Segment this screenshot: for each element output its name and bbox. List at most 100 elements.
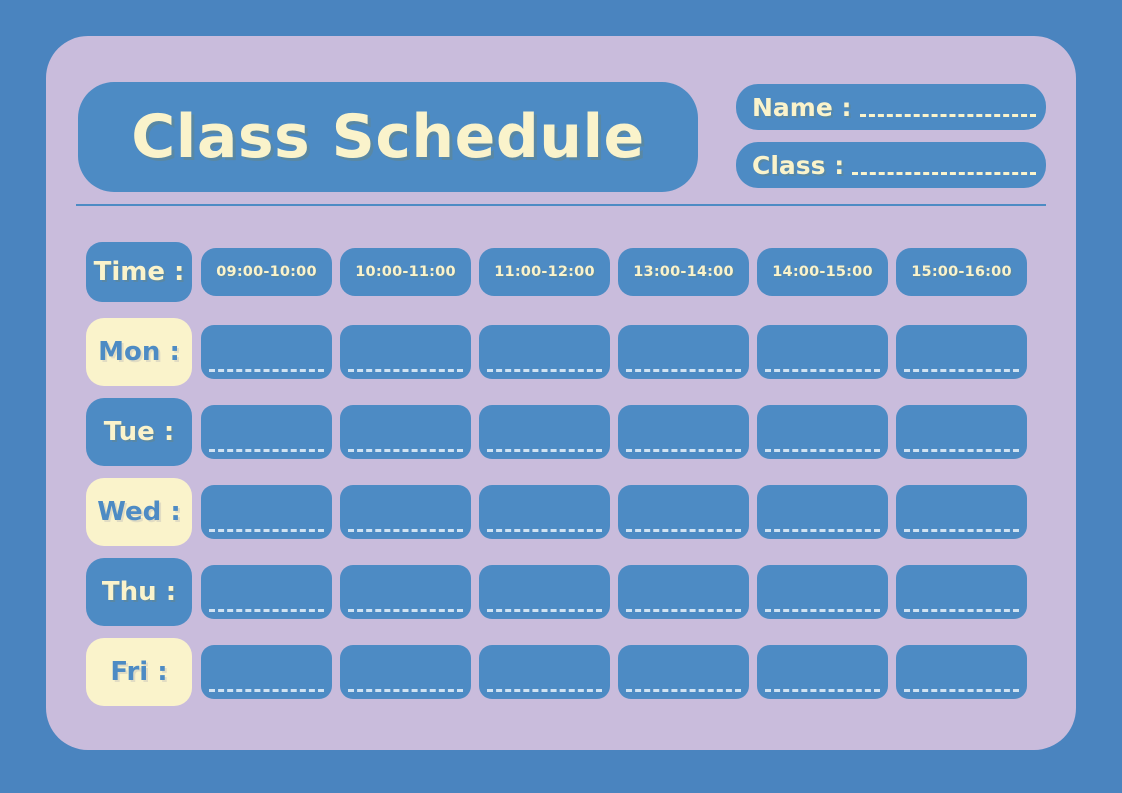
time-slot-label: 14:00-15:00 [772, 264, 873, 280]
time-slot-label: 15:00-16:00 [911, 264, 1012, 280]
schedule-entry-cell[interactable] [618, 565, 749, 619]
header: Class Schedule Name : Class : [46, 36, 1076, 206]
name-field-label: Name : [752, 92, 852, 122]
time-slot-cell: 14:00-15:00 [757, 248, 888, 296]
entry-write-line [348, 449, 463, 452]
entry-write-line [209, 689, 324, 692]
time-header-row: Time : 09:00-10:00 10:00-11:00 11:00-12:00 1… [86, 232, 1036, 312]
schedule-entry-cell[interactable] [896, 645, 1027, 699]
schedule-entry-cell[interactable] [618, 325, 749, 379]
table-row: Fri : [86, 632, 1036, 712]
day-label: Wed : [97, 497, 181, 527]
page-title: Class Schedule [78, 82, 698, 192]
entry-write-line [487, 529, 602, 532]
schedule-entry-cell[interactable] [340, 565, 471, 619]
schedule-card: Class Schedule Name : Class : Time : 09:0… [46, 36, 1076, 750]
entry-write-line [348, 609, 463, 612]
entry-write-line [765, 609, 880, 612]
day-label-cell: Fri : [86, 638, 192, 706]
entry-write-line [626, 609, 741, 612]
class-field-input-line[interactable] [852, 171, 1036, 175]
schedule-entry-cell[interactable] [757, 565, 888, 619]
schedule-entry-cell[interactable] [340, 405, 471, 459]
entry-write-line [209, 449, 324, 452]
schedule-entry-cell[interactable] [896, 325, 1027, 379]
day-label-cell: Thu : [86, 558, 192, 626]
entry-write-line [487, 449, 602, 452]
schedule-entry-cell[interactable] [757, 645, 888, 699]
day-label: Fri : [110, 657, 168, 687]
entry-write-line [904, 609, 1019, 612]
schedule-entry-cell[interactable] [201, 565, 332, 619]
day-label: Tue : [103, 417, 175, 447]
schedule-entry-cell[interactable] [201, 485, 332, 539]
time-slot-label: 09:00-10:00 [216, 264, 317, 280]
time-slot-cell: 13:00-14:00 [618, 248, 749, 296]
entry-write-line [209, 529, 324, 532]
time-slot-label: 10:00-11:00 [355, 264, 456, 280]
entry-write-line [209, 609, 324, 612]
table-row: Mon : [86, 312, 1036, 392]
time-slot-label: 11:00-12:00 [494, 264, 595, 280]
schedule-entry-cell[interactable] [896, 405, 1027, 459]
header-divider [76, 204, 1046, 206]
name-field[interactable]: Name : [736, 84, 1046, 130]
entry-write-line [626, 369, 741, 372]
entry-write-line [904, 529, 1019, 532]
schedule-entry-cell[interactable] [340, 645, 471, 699]
time-slot-cell: 09:00-10:00 [201, 248, 332, 296]
schedule-entry-cell[interactable] [479, 485, 610, 539]
page-title-text: Class Schedule [131, 102, 645, 172]
day-label: Thu : [101, 577, 177, 607]
entry-write-line [904, 689, 1019, 692]
schedule-entry-cell[interactable] [757, 405, 888, 459]
time-slot-cell: 11:00-12:00 [479, 248, 610, 296]
entry-write-line [765, 369, 880, 372]
day-label-cell: Wed : [86, 478, 192, 546]
entry-write-line [904, 369, 1019, 372]
schedule-entry-cell[interactable] [618, 405, 749, 459]
schedule-entry-cell[interactable] [479, 325, 610, 379]
time-header-label: Time : [93, 257, 185, 287]
entry-write-line [626, 529, 741, 532]
schedule-entry-cell[interactable] [340, 325, 471, 379]
time-slot-label: 13:00-14:00 [633, 264, 734, 280]
schedule-entry-cell[interactable] [618, 485, 749, 539]
schedule-entry-cell[interactable] [201, 405, 332, 459]
class-field[interactable]: Class : [736, 142, 1046, 188]
schedule-grid: Time : 09:00-10:00 10:00-11:00 11:00-12:00 1… [86, 232, 1036, 712]
entry-write-line [765, 689, 880, 692]
day-label-cell: Mon : [86, 318, 192, 386]
entry-write-line [348, 689, 463, 692]
table-row: Tue : [86, 392, 1036, 472]
schedule-entry-cell[interactable] [479, 645, 610, 699]
name-field-input-line[interactable] [859, 113, 1036, 117]
schedule-entry-cell[interactable] [896, 565, 1027, 619]
schedule-entry-cell[interactable] [618, 645, 749, 699]
schedule-entry-cell[interactable] [757, 485, 888, 539]
schedule-entry-cell[interactable] [896, 485, 1027, 539]
day-label: Mon : [98, 337, 180, 367]
entry-write-line [626, 689, 741, 692]
time-slot-cell: 10:00-11:00 [340, 248, 471, 296]
time-header-cell: Time : [86, 242, 192, 302]
entry-write-line [348, 529, 463, 532]
entry-write-line [626, 449, 741, 452]
schedule-entry-cell[interactable] [757, 325, 888, 379]
schedule-entry-cell[interactable] [479, 565, 610, 619]
schedule-entry-cell[interactable] [201, 325, 332, 379]
table-row: Wed : [86, 472, 1036, 552]
entry-write-line [765, 449, 880, 452]
entry-write-line [487, 609, 602, 612]
entry-write-line [904, 449, 1019, 452]
class-field-label: Class : [752, 150, 845, 180]
schedule-entry-cell[interactable] [340, 485, 471, 539]
time-slot-cell: 15:00-16:00 [896, 248, 1027, 296]
entry-write-line [765, 529, 880, 532]
schedule-entry-cell[interactable] [479, 405, 610, 459]
table-row: Thu : [86, 552, 1036, 632]
schedule-entry-cell[interactable] [201, 645, 332, 699]
entry-write-line [209, 369, 324, 372]
entry-write-line [348, 369, 463, 372]
entry-write-line [487, 689, 602, 692]
